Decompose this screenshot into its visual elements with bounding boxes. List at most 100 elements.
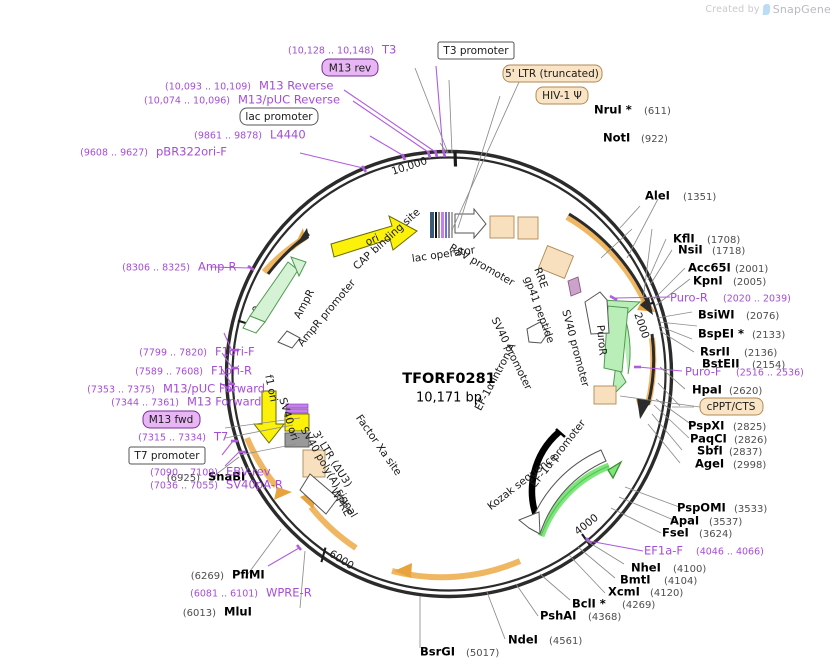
svg-text:(2020 .. 2039): (2020 .. 2039): [723, 294, 791, 305]
enzyme-label: NruI * (611): [594, 103, 671, 118]
svg-text:AgeI: AgeI: [695, 457, 724, 471]
feature-wpre-box[interactable]: [299, 473, 339, 515]
enzyme-label: BsiWI (2076): [698, 308, 779, 323]
enzyme-label: NheI (4100): [631, 561, 706, 576]
svg-text:(3537): (3537): [709, 517, 742, 528]
svg-text:F1ori-F: F1ori-F: [215, 345, 255, 359]
svg-text:NdeI: NdeI: [508, 633, 538, 647]
feature-puror[interactable]: [598, 299, 642, 398]
primer-label: (7799 .. 7820) F1ori-F: [139, 345, 255, 359]
enzyme-label: KflI (1708): [673, 232, 740, 247]
enzyme-label: Acc65I (2001): [688, 261, 768, 276]
enzyme-label: XcmI (4120): [608, 585, 683, 600]
svg-text:(9608 .. 9627): (9608 .. 9627): [80, 148, 148, 159]
feature-label-factor-xa-site: Factor Xa site: [353, 413, 404, 478]
svg-text:(10,128 .. 10,148): (10,128 .. 10,148): [288, 46, 374, 57]
svg-text:NsiI: NsiI: [678, 243, 703, 257]
svg-text:(6013): (6013): [183, 608, 216, 619]
feature-ampr-promoter[interactable]: [277, 330, 301, 349]
svg-text:(2001): (2001): [735, 264, 768, 275]
svg-text:PshAI: PshAI: [540, 609, 576, 623]
feature-label-rsv-promoter: RSV promoter: [447, 242, 517, 289]
feature-top-cluster[interactable]: [430, 207, 539, 240]
svg-text:BsrGI: BsrGI: [420, 645, 455, 659]
feature-stack-sv40[interactable]: [284, 403, 326, 478]
svg-text:(6269): (6269): [191, 571, 224, 582]
boxed-label-text: M13 rev: [329, 63, 372, 75]
feature-gp41-box[interactable]: [567, 276, 582, 297]
svg-text:BspEI *: BspEI *: [698, 327, 744, 341]
svg-text:(8306 .. 8325): (8306 .. 8325): [122, 263, 190, 274]
primer-labels-right[interactable]: Puro-R (2020 .. 2039) Puro-F (2516 .. 2536…: [644, 291, 804, 558]
svg-text:BsiWI: BsiWI: [698, 308, 735, 322]
enzyme-labels-left[interactable]: (6013) MluI (6269) PflMI (6925) SnaBI: [167, 470, 265, 620]
svg-text:HpaI: HpaI: [692, 383, 722, 397]
page-title: TFORF0281: [402, 371, 496, 387]
primer-label: (10,093 .. 10,109) M13 Reverse: [165, 79, 333, 93]
enzyme-label: PaqCI (2826): [690, 432, 767, 447]
feature-ef1a-promoter-outline[interactable]: [518, 449, 607, 535]
primer-label: (10,074 .. 10,096) M13/pUC Reverse: [144, 93, 340, 107]
primer-label: (7344 .. 7361) M13 Forward: [111, 395, 261, 409]
primer-label: (7090 .. 7109) EBV-rev: [150, 465, 271, 479]
svg-text:(3624): (3624): [699, 529, 732, 540]
enzyme-label: HpaI (2620): [692, 383, 762, 398]
svg-text:PspOMI: PspOMI: [677, 501, 726, 515]
svg-text:T3: T3: [381, 43, 396, 57]
enzyme-label: BclI * (4269): [572, 597, 655, 612]
feature-ef1a-promoter[interactable]: [537, 460, 623, 538]
boxed-label-hiv1-psi: HIV-1 Ψ: [535, 86, 589, 105]
enzyme-labels-right[interactable]: NruI * (611) NotI (922) AleI (1351) KflI (17…: [420, 103, 785, 660]
svg-text:(611): (611): [644, 106, 671, 117]
svg-text:(1351): (1351): [683, 192, 716, 203]
boxed-label-lac-promoter: lac promoter: [239, 107, 319, 126]
svg-text:(2133): (2133): [752, 330, 785, 341]
svg-text:(6925): (6925): [167, 473, 200, 484]
feature-puror-tail-box[interactable]: [593, 385, 617, 405]
svg-text:(3533): (3533): [734, 504, 767, 515]
svg-text:F1ori-R: F1ori-R: [211, 364, 252, 378]
svg-text:EBV-rev: EBV-rev: [226, 465, 271, 479]
enzyme-label: PshAI (4368): [540, 609, 621, 624]
enzyme-label: KpnI (2005): [693, 274, 766, 289]
feature-label-f1-ori: f1 ori: [262, 374, 279, 403]
svg-text:(2154): (2154): [752, 360, 785, 371]
svg-text:SbfI: SbfI: [697, 444, 723, 458]
svg-text:(4104): (4104): [664, 576, 697, 587]
svg-text:RsrII: RsrII: [700, 345, 730, 359]
svg-text:ApaI: ApaI: [670, 514, 699, 528]
svg-text:NruI *: NruI *: [594, 103, 632, 117]
boxed-label-t7-promoter: T7 promoter: [128, 446, 206, 465]
watermark-prefix: Created by: [705, 4, 760, 15]
feature-rre-box[interactable]: [537, 245, 575, 279]
boxed-label-m13-rev: M13 rev: [321, 58, 379, 77]
svg-text:(2998): (2998): [733, 460, 766, 471]
svg-text:(2136): (2136): [744, 348, 777, 359]
svg-text:(7344 .. 7361): (7344 .. 7361): [111, 398, 179, 409]
enzyme-label: AgeI (2998): [695, 457, 766, 472]
feature-ori-arrow[interactable]: [330, 214, 418, 258]
enzyme-label: BspEI * (2133): [698, 327, 785, 342]
svg-text:Puro-F: Puro-F: [685, 365, 722, 379]
boxed-labels[interactable]: M13 rev lac promoter T3 promoter 5' LTR …: [128, 41, 764, 465]
svg-text:EF1a-F: EF1a-F: [644, 544, 683, 558]
svg-text:pBR322ori-F: pBR322ori-F: [156, 145, 227, 159]
dark-feature-arc: [266, 212, 656, 419]
boxed-label-cppt-cts: cPPT/CTS: [699, 397, 764, 416]
feature-sv40-promoter-right[interactable]: [584, 291, 610, 335]
boxed-label-text: 5' LTR (truncated): [505, 68, 599, 80]
svg-text:XcmI: XcmI: [608, 585, 640, 599]
boxed-label-5prime-ltr: 5' LTR (truncated): [502, 64, 603, 83]
svg-text:SnaBI: SnaBI: [208, 470, 245, 484]
feature-sv40-promoter-left[interactable]: [526, 321, 549, 344]
ruler-tick-label: 2000: [631, 311, 651, 340]
feature-ampr[interactable]: [242, 256, 307, 334]
svg-text:(2516 .. 2536): (2516 .. 2536): [736, 368, 804, 379]
svg-text:(9861 .. 9878): (9861 .. 9878): [194, 131, 262, 142]
feature-f1-ori-arrow[interactable]: [252, 390, 286, 444]
primer-label: (9608 .. 9627) pBR322ori-F: [80, 145, 227, 159]
svg-text:PspXI: PspXI: [688, 419, 724, 433]
svg-text:(7036 .. 7055): (7036 .. 7055): [150, 481, 218, 492]
primer-labels-left[interactable]: (6081 .. 6101) WPRE-R (7036 .. 7055) SV40p…: [80, 43, 396, 600]
